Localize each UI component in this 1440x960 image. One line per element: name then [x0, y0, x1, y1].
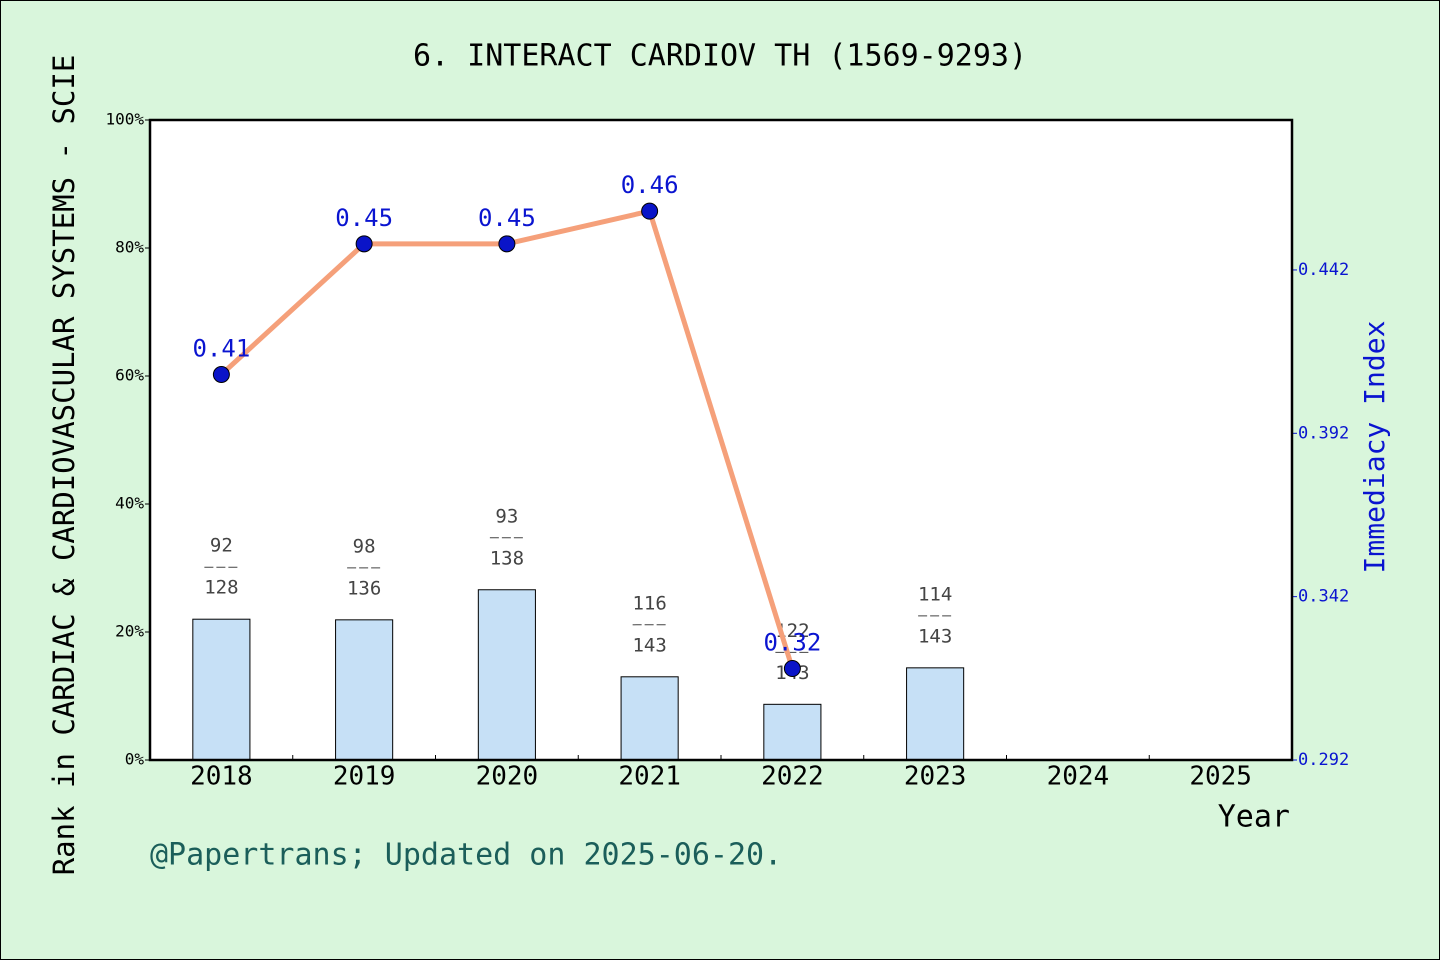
- bar-rank-label: 93: [495, 505, 518, 527]
- x-axis-label: Year: [1218, 800, 1290, 835]
- bar-rank-label: 98: [353, 535, 376, 557]
- line-value-label: 0.32: [763, 629, 821, 657]
- chart-title: 6. INTERACT CARDIOV TH (1569-9293): [413, 39, 1027, 74]
- line-marker: [355, 235, 373, 253]
- y2-axis-label: Immediacy Index: [1358, 321, 1391, 574]
- line-marker: [498, 235, 516, 253]
- x-tick-label: 2025: [1189, 762, 1252, 792]
- bar-total-label: 136: [347, 577, 381, 599]
- bar: [192, 618, 251, 761]
- x-tick-label: 2023: [904, 762, 967, 792]
- bar: [906, 667, 965, 761]
- y2-tick-label: 0.442: [1298, 260, 1349, 280]
- x-tick-label: 2018: [190, 762, 253, 792]
- bar: [763, 703, 822, 761]
- y-tick-label: 100%: [105, 110, 144, 129]
- bar-total-label: 128: [204, 577, 238, 599]
- line-marker: [641, 202, 659, 220]
- bar: [335, 619, 394, 761]
- y-tick-label: 60%: [115, 366, 144, 385]
- line-value-label: 0.46: [621, 171, 679, 199]
- bar-rank-label: 114: [918, 583, 952, 605]
- line-marker: [212, 365, 230, 383]
- bar: [620, 676, 679, 761]
- y-tick-label: 40%: [115, 494, 144, 513]
- y2-tick-label: 0.292: [1298, 750, 1349, 770]
- y2-tick-label: 0.342: [1298, 587, 1349, 607]
- x-tick-label: 2020: [476, 762, 539, 792]
- y-tick-label: 0%: [125, 750, 145, 769]
- bar-total-label: 138: [490, 547, 524, 569]
- y-axis-label: Rank in CARDIAC & CARDIOVASCULAR SYSTEMS…: [47, 55, 81, 876]
- bar-total-label: 143: [632, 634, 666, 656]
- y2-tick-label: 0.392: [1298, 423, 1349, 443]
- plot-frame: [148, 118, 1294, 762]
- x-tick-label: 2019: [333, 762, 396, 792]
- bar-rank-label: 92: [210, 535, 233, 557]
- line-marker: [783, 660, 801, 678]
- x-tick-label: 2021: [618, 762, 681, 792]
- x-tick-label: 2024: [1047, 762, 1110, 792]
- footer: @Papertrans; Updated on 2025-06-20.: [150, 838, 782, 873]
- bar-total-label: 143: [918, 625, 952, 647]
- x-tick-label: 2022: [761, 762, 824, 792]
- bar: [477, 589, 536, 761]
- line-value-label: 0.45: [478, 204, 536, 232]
- y-tick-label: 20%: [115, 622, 144, 641]
- bar-rank-label: 116: [632, 592, 666, 614]
- line-value-label: 0.41: [192, 334, 250, 362]
- y-tick-label: 80%: [115, 238, 144, 257]
- line-value-label: 0.45: [335, 204, 393, 232]
